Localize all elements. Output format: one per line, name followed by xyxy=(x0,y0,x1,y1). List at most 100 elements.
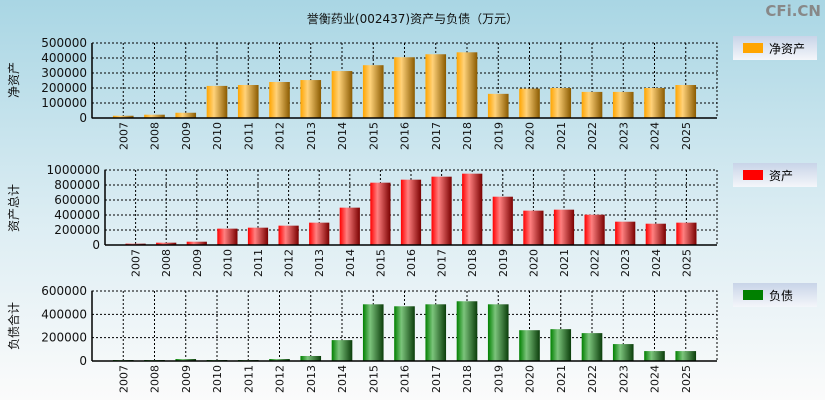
x-tick-label: 2024 xyxy=(650,249,663,277)
x-tick-label: 2011 xyxy=(242,365,255,393)
x-tick-label: 2017 xyxy=(436,249,449,277)
bar xyxy=(644,88,665,118)
x-tick-label: 2014 xyxy=(336,365,349,393)
bar xyxy=(144,114,165,118)
bar xyxy=(278,225,299,245)
y-tick-label: 600000 xyxy=(54,193,100,207)
bar xyxy=(175,359,197,361)
bar xyxy=(612,344,634,361)
bar xyxy=(400,179,422,245)
bar xyxy=(645,223,666,245)
bar xyxy=(431,176,452,245)
bar xyxy=(370,182,391,245)
x-tick-label: 2007 xyxy=(117,122,130,150)
x-tick-label: 2008 xyxy=(149,365,162,393)
bar xyxy=(553,209,575,245)
bar xyxy=(550,329,572,361)
x-tick-label: 2007 xyxy=(130,249,143,277)
y-tick-label: 800000 xyxy=(54,178,100,192)
bar xyxy=(487,93,509,118)
x-tick-label: 2007 xyxy=(117,365,130,393)
x-tick-label: 2010 xyxy=(211,365,224,393)
bar xyxy=(247,227,269,245)
x-tick-label: 2016 xyxy=(399,122,412,150)
x-tick-label: 2019 xyxy=(492,365,505,393)
x-tick-label: 2022 xyxy=(589,249,602,277)
x-tick-label: 2008 xyxy=(160,249,173,277)
y-tick-label: 400000 xyxy=(41,51,87,65)
bar xyxy=(675,85,697,118)
x-tick-label: 2009 xyxy=(180,122,193,150)
x-tick-label: 2022 xyxy=(586,365,599,393)
x-tick-label: 2024 xyxy=(649,365,662,393)
x-tick-label: 2017 xyxy=(430,122,443,150)
bar xyxy=(487,304,509,361)
x-tick-label: 2014 xyxy=(344,249,357,277)
bar xyxy=(519,330,540,361)
bar xyxy=(519,88,540,118)
watermark-logo: CFi.CN xyxy=(765,2,821,20)
bar xyxy=(584,214,605,245)
bar xyxy=(523,210,544,245)
chart-title: 誉衡药业(002437)资产与负债（万元） xyxy=(306,12,519,26)
y-tick-label: 300000 xyxy=(41,66,87,80)
x-tick-label: 2021 xyxy=(555,122,568,150)
y-axis-label: 负债合计 xyxy=(6,302,21,350)
bar xyxy=(394,57,415,118)
x-tick-label: 2015 xyxy=(374,249,387,277)
bar xyxy=(331,340,353,361)
x-tick-label: 2023 xyxy=(617,122,630,150)
x-tick-label: 2025 xyxy=(680,249,693,277)
bar xyxy=(394,306,415,361)
x-tick-label: 2016 xyxy=(399,365,412,393)
bar xyxy=(612,91,634,118)
bar xyxy=(309,222,330,245)
x-tick-label: 2011 xyxy=(252,249,265,277)
bar xyxy=(269,82,290,118)
bar xyxy=(456,52,478,118)
legend-swatch xyxy=(743,43,763,53)
x-tick-label: 2017 xyxy=(430,365,443,393)
bar xyxy=(331,71,353,118)
x-tick-label: 2021 xyxy=(555,365,568,393)
y-tick-label: 1000000 xyxy=(47,163,100,177)
x-tick-label: 2012 xyxy=(274,122,287,150)
x-tick-label: 2020 xyxy=(524,365,537,393)
x-tick-label: 2019 xyxy=(497,249,510,277)
y-tick-label: 400000 xyxy=(41,307,87,321)
x-tick-label: 2019 xyxy=(492,122,505,150)
bar xyxy=(492,196,513,245)
legend-label: 净资产 xyxy=(769,41,806,56)
bar xyxy=(175,112,197,118)
bar xyxy=(112,115,134,118)
y-tick-label: 0 xyxy=(92,238,100,252)
bar xyxy=(186,241,207,245)
x-tick-label: 2009 xyxy=(191,249,204,277)
x-tick-label: 2022 xyxy=(586,122,599,150)
x-tick-label: 2015 xyxy=(367,365,380,393)
bar xyxy=(237,85,259,118)
x-tick-label: 2015 xyxy=(367,122,380,150)
x-tick-label: 2013 xyxy=(305,365,318,393)
y-tick-label: 200000 xyxy=(54,223,100,237)
x-tick-label: 2010 xyxy=(221,249,234,277)
x-tick-label: 2016 xyxy=(405,249,418,277)
bar xyxy=(300,355,322,361)
x-tick-label: 2018 xyxy=(461,365,474,393)
bar xyxy=(206,85,228,118)
x-tick-label: 2012 xyxy=(274,365,287,393)
x-tick-label: 2023 xyxy=(619,249,632,277)
legend-liabilities: 负债 xyxy=(733,283,817,307)
bar xyxy=(644,351,665,361)
bar xyxy=(300,80,322,118)
legend-swatch xyxy=(743,170,763,180)
x-tick-label: 2018 xyxy=(466,249,479,277)
bar xyxy=(269,359,290,361)
x-tick-label: 2020 xyxy=(527,249,540,277)
bar xyxy=(156,242,177,245)
bar xyxy=(425,304,447,361)
x-tick-label: 2024 xyxy=(649,122,662,150)
x-tick-label: 2009 xyxy=(180,365,193,393)
bar xyxy=(362,65,384,118)
